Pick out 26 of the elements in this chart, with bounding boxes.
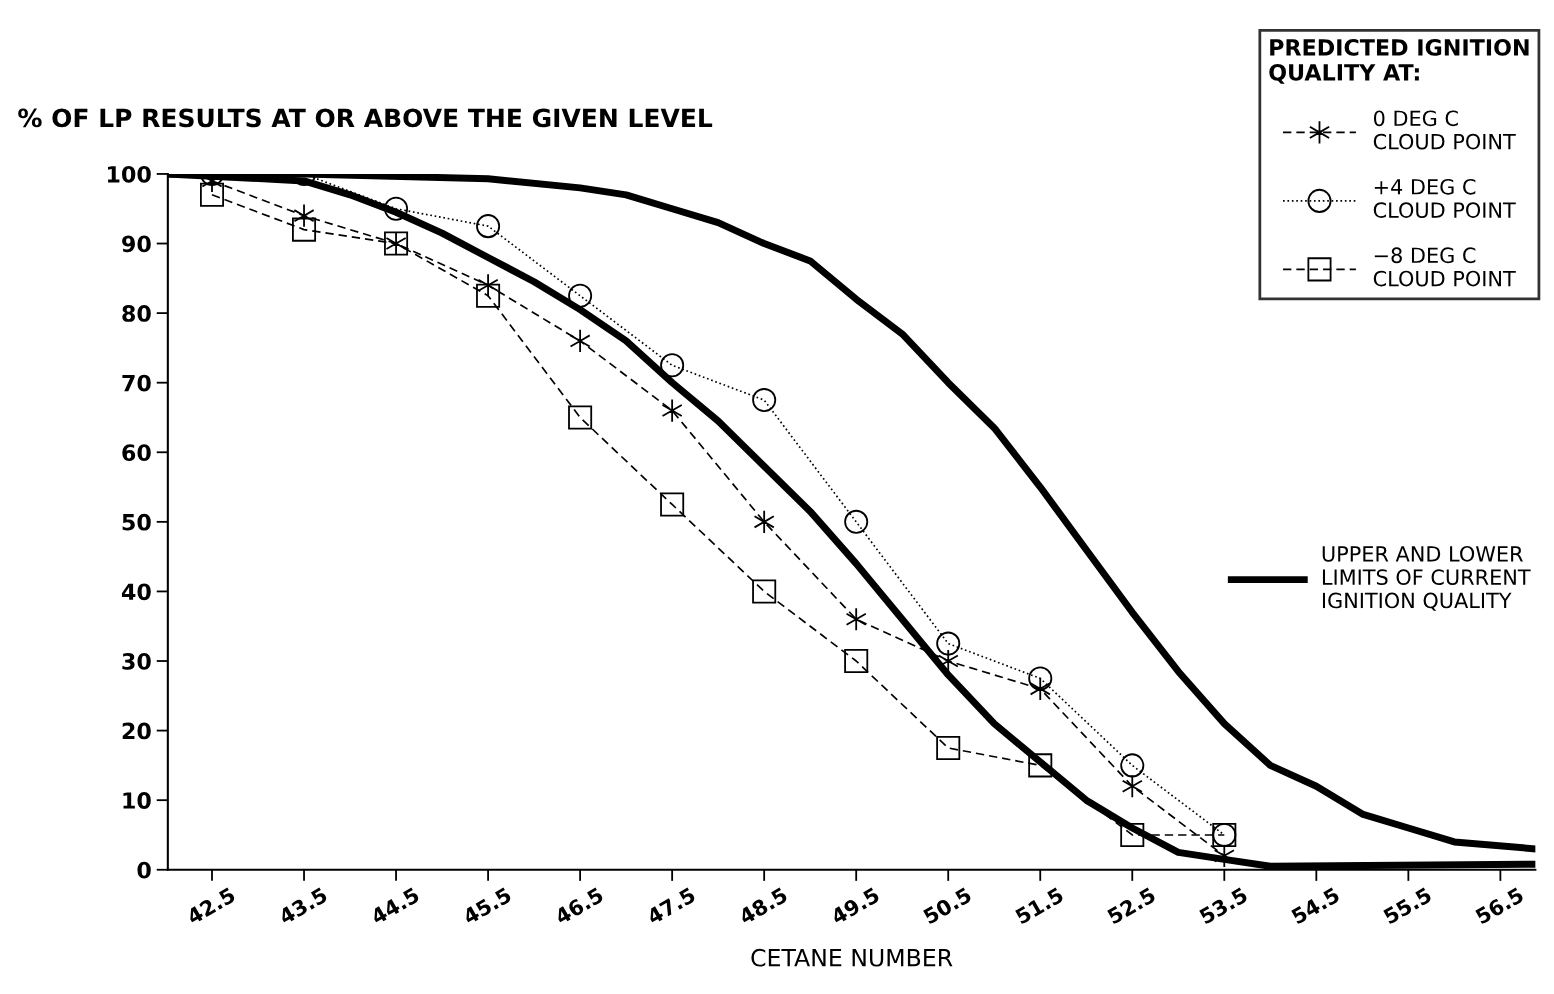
legend-title: PREDICTED IGNITION QUALITY AT:	[1269, 39, 1529, 84]
y-tick-label: 30	[122, 652, 151, 670]
y-axis-title: % OF LP RESULTS AT OR ABOVE THE GIVEN LEVEL	[18, 108, 713, 128]
legend-label: −8 DEG C CLOUD POINT	[1373, 247, 1516, 287]
x-tick-label: 44.5	[369, 887, 421, 925]
y-tick-label: 90	[122, 235, 151, 253]
y-tick-label: 80	[122, 305, 151, 322]
x-tick-label: 49.5	[829, 886, 881, 925]
x-tick-label: 46.5	[553, 886, 605, 925]
x-tick-label: 47.5	[645, 887, 697, 925]
y-tick-label: 20	[122, 722, 151, 740]
legend-label: +4 DEG C CLOUD POINT	[1373, 178, 1516, 218]
y-tick-label: 10	[123, 792, 151, 809]
legend-label: 0 DEG C CLOUD POINT	[1373, 110, 1516, 150]
y-tick-label: 50	[122, 513, 151, 531]
x-tick-label: 45.5	[461, 887, 513, 925]
x-tick-label: 42.5	[185, 886, 237, 925]
y-tick-label: 100	[107, 165, 151, 183]
y-tick-label: 60	[122, 444, 151, 462]
legend-label: UPPER AND LOWER LIMITS OF CURRENT IGNITION QUALITY	[1322, 545, 1531, 611]
x-tick-label: 48.5	[737, 886, 789, 925]
y-tick-label: 40	[121, 583, 151, 601]
y-tick-label: 70	[122, 374, 151, 392]
y-tick-label: 0	[137, 861, 151, 879]
x-axis-title: CETANE NUMBER	[751, 948, 953, 967]
x-tick-label: 43.5	[277, 886, 329, 925]
